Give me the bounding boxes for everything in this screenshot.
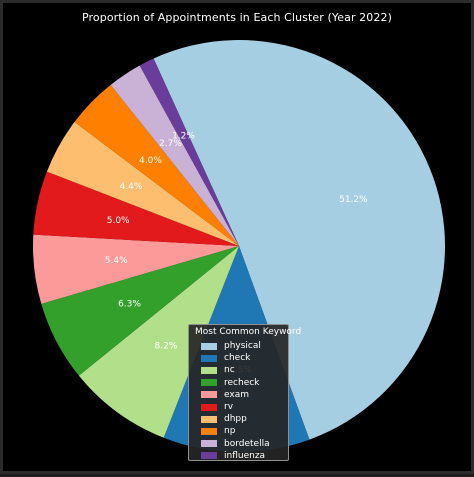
legend-item-bordetella: bordetella bbox=[195, 438, 282, 450]
pie-slice-rv bbox=[33, 171, 239, 246]
legend-item-rv: rv bbox=[195, 401, 282, 413]
pie-slice-physical bbox=[153, 39, 446, 440]
legend-item-np: np bbox=[195, 425, 282, 437]
legend-items: physical check nc recheck exam rv dhpp np bordet… bbox=[195, 340, 282, 462]
slice-label-physical: 51.2% bbox=[339, 195, 368, 205]
legend-label: influenza bbox=[224, 450, 266, 461]
pie-slice-np bbox=[74, 84, 239, 246]
legend-label: rv bbox=[224, 402, 234, 413]
legend-label: np bbox=[224, 426, 236, 437]
slice-label-dhpp: 4.4% bbox=[120, 182, 143, 192]
legend-item-exam: exam bbox=[195, 389, 282, 401]
legend-swatch bbox=[201, 452, 217, 460]
chart-title: Proportion of Appointments in Each Clust… bbox=[82, 11, 392, 24]
pie-slice-exam bbox=[33, 234, 240, 304]
legend-item-dhpp: dhpp bbox=[195, 413, 282, 425]
legend-item-influenza: influenza bbox=[195, 450, 282, 462]
legend-swatch bbox=[201, 427, 217, 435]
legend-item-physical: physical bbox=[195, 340, 282, 352]
pie-chart: 51.2%11.5%8.2%6.3%5.4%5.0%4.4%4.0%2.7%1.… bbox=[33, 39, 446, 452]
slice-label-influenza: 1.2% bbox=[172, 132, 195, 142]
legend-item-nc: nc bbox=[195, 364, 282, 376]
slice-label-recheck: 6.3% bbox=[118, 299, 141, 309]
legend-label: nc bbox=[224, 365, 235, 376]
pie-slice-recheck bbox=[41, 246, 240, 376]
chart-legend: Most Common Keyword physical check nc reche… bbox=[188, 324, 302, 462]
legend-title: Most Common Keyword bbox=[195, 327, 302, 337]
pie-slice-influenza bbox=[139, 58, 239, 247]
slice-label-exam: 5.4% bbox=[105, 256, 128, 266]
legend-item-check: check bbox=[195, 352, 282, 364]
legend-swatch bbox=[201, 354, 217, 362]
legend-swatch bbox=[201, 403, 217, 411]
pie-slice-dhpp bbox=[46, 121, 240, 246]
legend-label: physical bbox=[224, 341, 261, 352]
legend-swatch bbox=[201, 379, 217, 387]
legend-label: check bbox=[224, 353, 251, 364]
pie-slice-nc bbox=[78, 246, 239, 438]
legend-label: dhpp bbox=[224, 414, 247, 425]
legend-label: exam bbox=[224, 389, 249, 400]
legend-swatch bbox=[201, 440, 217, 448]
slice-label-rv: 5.0% bbox=[107, 216, 130, 226]
slice-label-bordetella: 2.7% bbox=[159, 139, 182, 149]
legend-swatch bbox=[201, 391, 217, 399]
legend-swatch bbox=[201, 342, 217, 350]
slice-label-nc: 8.2% bbox=[155, 342, 178, 352]
legend-label: bordetella bbox=[224, 438, 270, 449]
legend-swatch bbox=[201, 415, 217, 423]
legend-item-recheck: recheck bbox=[195, 377, 282, 389]
legend-swatch bbox=[201, 366, 217, 374]
pie-slice-bordetella bbox=[110, 65, 239, 246]
legend-label: recheck bbox=[224, 377, 260, 388]
slice-label-np: 4.0% bbox=[139, 156, 162, 166]
